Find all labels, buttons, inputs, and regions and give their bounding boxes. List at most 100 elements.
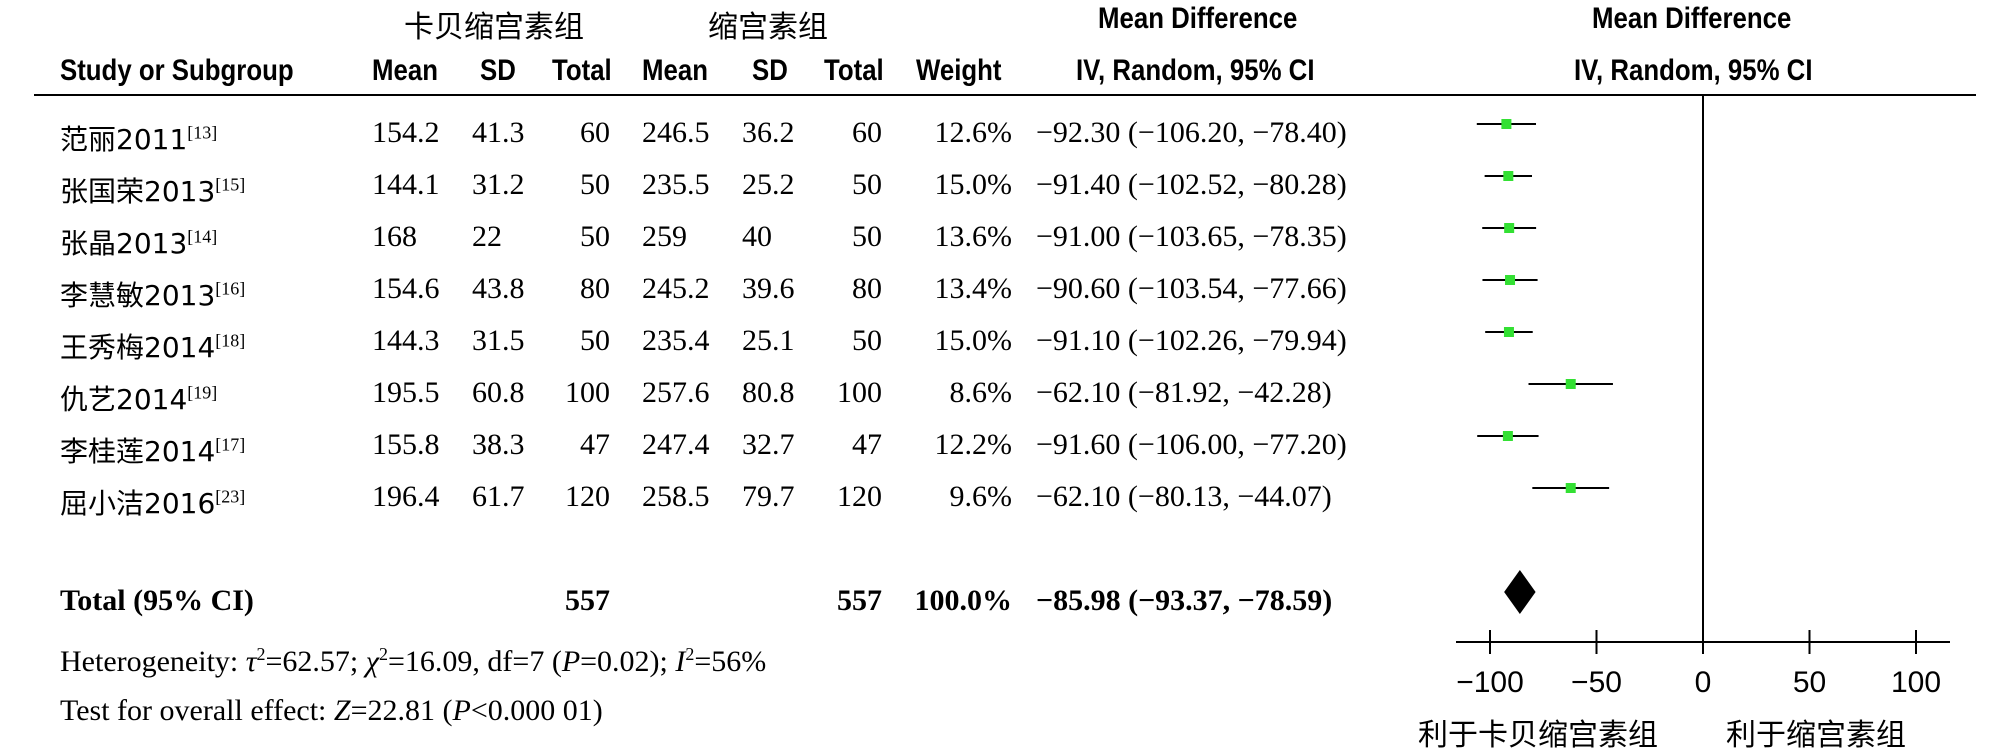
study-total-cell: 50: [852, 168, 882, 201]
study-ci-cell: −92.30 (−106.20, −78.40): [1036, 116, 1347, 149]
study-total-cell: 50: [852, 220, 882, 253]
study-mean-cell: 257.6: [642, 376, 710, 409]
study-name-text: 屈小洁2016: [60, 487, 216, 520]
plot-title: Mean Difference: [1592, 2, 1792, 35]
md-column-title: Mean Difference: [1098, 2, 1298, 35]
study-square: [1505, 275, 1516, 285]
study-name-text: 张晶2013: [60, 227, 188, 260]
study-reference: [14]: [187, 226, 218, 247]
study-mean-cell: 144.1: [372, 168, 440, 201]
study-mean-cell: 154.2: [372, 116, 440, 149]
study-weight-cell: 9.6%: [949, 480, 1013, 513]
study-sd-cell: 32.7: [742, 428, 795, 461]
study-sd-cell: 40: [742, 220, 772, 253]
study-mean-cell: 154.6: [372, 272, 440, 305]
study-column-header: Study or Subgroup: [60, 54, 294, 87]
study-sd-cell: 41.3: [472, 116, 525, 149]
z-symbol: Z: [333, 694, 351, 727]
x-tick-label: 0: [1695, 666, 1712, 699]
study-name: 张国荣2013[15]: [60, 170, 245, 210]
study-mean-cell: 168: [372, 220, 417, 253]
study-mean-cell: 259: [642, 220, 687, 253]
study-mean-cell: 195.5: [372, 376, 440, 409]
study-name-text: 李慧敏2013: [60, 279, 216, 312]
study-reference: [17]: [215, 434, 246, 455]
total-label: Total (95% CI): [60, 584, 254, 617]
heterogeneity-prefix: Heterogeneity:: [60, 645, 246, 678]
study-mean-cell: 246.5: [642, 116, 710, 149]
study-sd-cell: 31.5: [472, 324, 525, 357]
study-sd-cell: 38.3: [472, 428, 525, 461]
study-sd-cell: 61.7: [472, 480, 525, 513]
study-name-text: 范丽2011: [60, 123, 188, 156]
study-name: 张晶2013[14]: [60, 222, 217, 262]
study-total-cell: 50: [852, 324, 882, 357]
study-reference: [16]: [215, 278, 246, 299]
x-tick-label: −100: [1456, 666, 1524, 699]
study-square: [1502, 431, 1513, 441]
study-sd-cell: 39.6: [742, 272, 795, 305]
header-rule: [34, 94, 1976, 96]
study-total-cell: 50: [580, 324, 610, 357]
study-name: 王秀梅2014[18]: [60, 326, 245, 366]
study-sd-cell: 31.2: [472, 168, 525, 201]
mean1-header: Mean: [372, 54, 438, 87]
md-column-subtitle: IV, Random, 95% CI: [1076, 54, 1315, 87]
i-value: =56%: [694, 645, 767, 678]
study-mean-cell: 235.5: [642, 168, 710, 201]
tau-symbol: τ: [245, 645, 257, 678]
study-name: 屈小洁2016[23]: [60, 482, 245, 522]
study-total-cell: 80: [852, 272, 882, 305]
study-square: [1501, 119, 1512, 129]
total-weight: 100.0%: [914, 584, 1013, 617]
study-square: [1503, 327, 1514, 337]
study-mean-cell: 247.4: [642, 428, 710, 461]
x-tick-label: 50: [1793, 666, 1826, 699]
control-group-label: 缩宫素组: [708, 10, 828, 45]
study-name: 仇艺2014[19]: [60, 378, 217, 418]
study-ci-cell: −62.10 (−80.13, −44.07): [1036, 480, 1332, 513]
study-ci-cell: −90.60 (−103.54, −77.66): [1036, 272, 1347, 305]
study-sd-cell: 22: [472, 220, 502, 253]
study-reference: [23]: [215, 486, 246, 507]
study-total-cell: 120: [565, 480, 610, 513]
study-total-cell: 60: [580, 116, 610, 149]
total2-header: Total: [824, 54, 884, 87]
study-weight-cell: 15.0%: [934, 324, 1013, 357]
study-name: 范丽2011[13]: [60, 118, 217, 158]
favours-left-label: 利于卡贝缩宫素组: [1418, 718, 1658, 753]
study-ci-cell: −91.40 (−102.52, −80.28): [1036, 168, 1347, 201]
study-name-text: 仇艺2014: [60, 383, 188, 416]
study-sd-cell: 80.8: [742, 376, 795, 409]
p-value: =0.02);: [580, 645, 676, 678]
study-total-cell: 100: [565, 376, 610, 409]
study-mean-cell: 235.4: [642, 324, 710, 357]
overall-effect-line: Test for overall effect: Z=22.81 (P<0.00…: [60, 694, 603, 728]
overall-p-symbol: P: [452, 694, 471, 727]
sd2-header: SD: [752, 54, 788, 87]
study-mean-cell: 196.4: [372, 480, 440, 513]
study-weight-cell: 15.0%: [934, 168, 1013, 201]
study-total-cell: 60: [852, 116, 882, 149]
study-name: 李桂莲2014[17]: [60, 430, 245, 470]
study-name-text: 李桂莲2014: [60, 435, 216, 468]
study-reference: [13]: [187, 122, 218, 143]
weight-header: Weight: [916, 54, 1002, 87]
total-ci: −85.98 (−93.37, −78.59): [1036, 584, 1333, 617]
study-weight-cell: 12.6%: [934, 116, 1013, 149]
z-value: =22.81 (: [350, 694, 453, 727]
x-tick-label: −50: [1571, 666, 1622, 699]
x-tick-label: 100: [1891, 666, 1941, 699]
study-square: [1565, 483, 1576, 493]
study-reference: [18]: [215, 330, 246, 351]
total2-value: 557: [837, 584, 882, 617]
study-sd-cell: 25.2: [742, 168, 795, 201]
study-reference: [19]: [187, 382, 218, 403]
i-symbol: I: [675, 645, 686, 678]
study-ci-cell: −91.00 (−103.65, −78.35): [1036, 220, 1347, 253]
study-sd-cell: 25.1: [742, 324, 795, 357]
study-name-text: 张国荣2013: [60, 175, 216, 208]
study-ci-cell: −91.60 (−106.00, −77.20): [1036, 428, 1347, 461]
plot-subtitle: IV, Random, 95% CI: [1574, 54, 1813, 87]
study-total-cell: 120: [837, 480, 882, 513]
